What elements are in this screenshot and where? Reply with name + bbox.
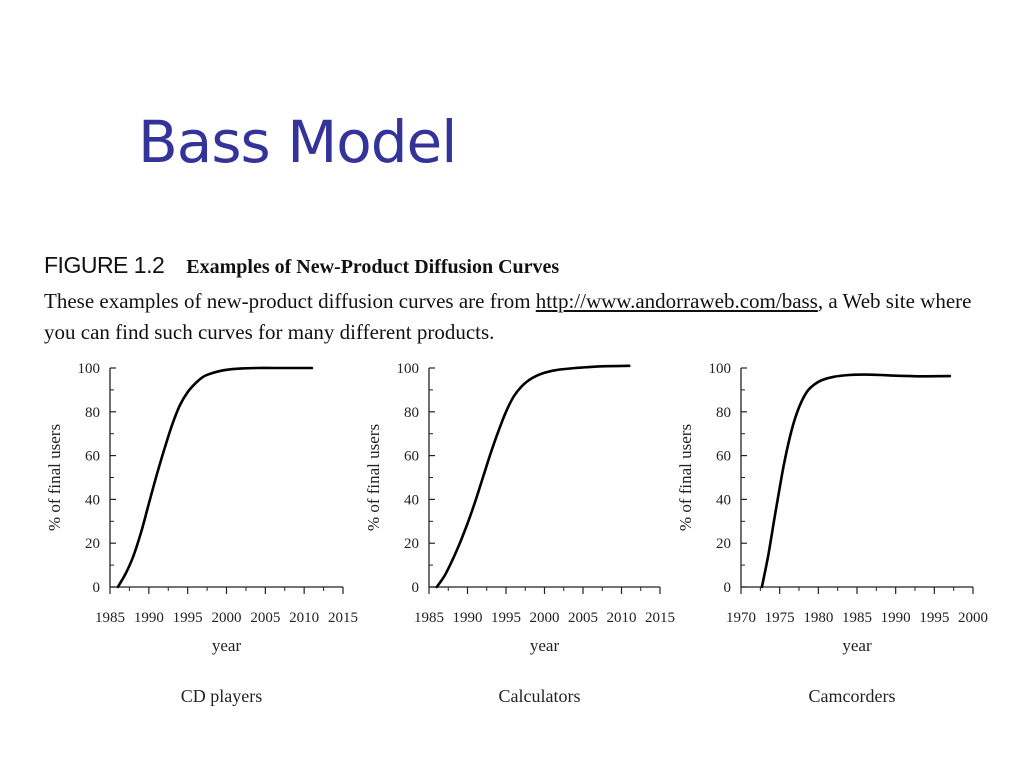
figure-title: Examples of New-Product Diffusion Curves [186,256,560,278]
y-tick-label: 20 [85,536,100,552]
y-tick-label: 80 [404,405,419,421]
x-tick-label: 1990 [881,610,911,626]
x-tick-label: 2005 [250,610,280,626]
figure-heading: FIGURE 1.2 Examples of New-Product Diffu… [44,252,559,279]
x-tick-label: 1980 [803,610,833,626]
chart-1: 0 20 40 60 80 100 1985 1990 1995 2000 2005 2010 2015… [45,361,358,706]
y-tick-label: 20 [404,536,419,552]
series-line [116,366,314,589]
y-tick-label: 100 [397,361,420,377]
x-tick-label: 1985 [95,610,125,626]
x-tick-label: 1995 [919,610,949,626]
y-axis-label: % of final users [676,424,695,531]
x-axis-label: year [212,636,242,655]
y-tick-label: 80 [85,405,100,421]
x-tick-label: 1970 [726,610,756,626]
x-axis-label: year [530,636,560,655]
x-tick-label: 1975 [765,610,795,626]
y-tick-label: 60 [85,449,100,465]
x-tick-label: 1990 [134,610,164,626]
x-tick-label: 1985 [414,610,444,626]
x-axis-label: year [842,636,872,655]
figure-caption: These examples of new-product diffusion … [44,286,994,348]
figure-label: FIGURE 1.2 [44,252,165,278]
x-tick-label: 2000 [530,610,560,626]
y-tick-label: 100 [709,361,732,377]
y-axis-label: % of final users [364,424,383,531]
y-tick-label: 0 [93,580,101,596]
y-tick-label: 40 [404,492,419,508]
y-tick-label: 0 [724,580,732,596]
x-tick-label: 2005 [568,610,598,626]
x-tick-label: 2010 [289,610,319,626]
x-tick-label: 1985 [842,610,872,626]
y-tick-label: 80 [716,405,731,421]
x-tick-label: 1995 [491,610,521,626]
series-line [760,373,952,589]
y-axis-label: % of final users [45,424,64,531]
caption-text-start: These examples of new-product diffusion … [44,289,536,313]
y-tick-label: 20 [716,536,731,552]
slide-title: Bass Model [138,108,457,176]
x-tick-label: 1990 [453,610,483,626]
y-tick-label: 0 [412,580,420,596]
chart-title: Camcorders [809,686,896,706]
x-tick-label: 1995 [173,610,203,626]
x-tick-label: 2015 [328,610,358,626]
x-tick-label: 2000 [958,610,988,626]
y-tick-label: 60 [716,449,731,465]
y-tick-label: 60 [404,449,419,465]
caption-link[interactable]: http://www.andorraweb.com/bass [535,289,818,313]
x-tick-label: 2000 [212,610,242,626]
chart-3: 0 20 40 60 80 100 1970 1975 1980 1985 1990 1995 2000… [676,361,988,706]
y-tick-label: 40 [85,492,100,508]
series-line [435,364,631,589]
chart-title: Calculators [499,686,581,706]
x-tick-label: 2015 [645,610,675,626]
caption-text-end: , a Web site where you can find such cur… [44,289,972,344]
x-tick-label: 2010 [607,610,637,626]
y-tick-label: 100 [78,361,101,377]
chart-2: 0 20 40 60 80 100 1985 1990 1995 2000 2005 2010 2015… [364,361,675,706]
y-tick-label: 40 [716,492,731,508]
chart-title: CD players [181,686,262,706]
